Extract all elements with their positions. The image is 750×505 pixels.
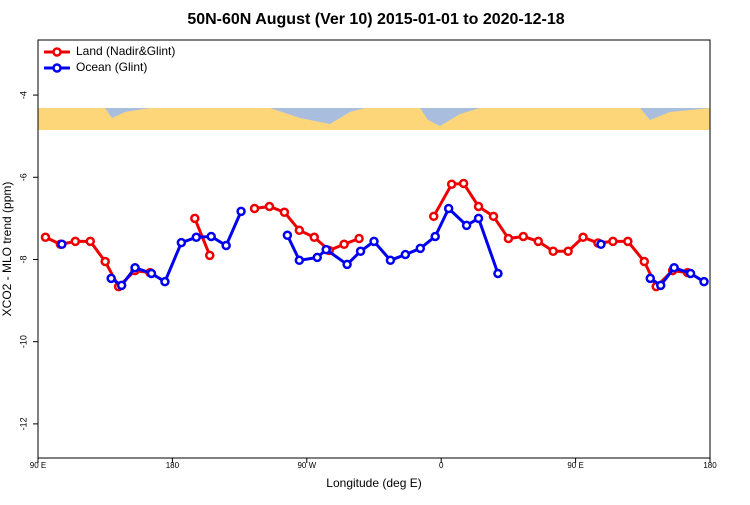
legend-label: Ocean (Glint) [76,60,147,74]
data-point [493,268,503,279]
data-point [204,250,215,261]
data-point [699,276,709,287]
data-point [130,262,140,273]
y-tick-label: -12 [18,417,28,430]
data-point [443,203,454,214]
data-point [533,236,544,247]
data-point [563,246,573,257]
data-point [548,246,558,257]
data-point [191,232,202,243]
data-point [458,178,469,189]
data-point [160,276,170,287]
x-tick-label: 90 W [297,461,316,470]
data-point [428,211,439,222]
data-point [309,232,320,243]
legend-label: Land (Nadir&Glint) [76,44,175,58]
data-point [645,273,656,284]
chart-title: 50N-60N August (Ver 10) 2015-01-01 to 20… [187,11,564,28]
data-point [321,244,331,255]
data-point [355,246,366,257]
data-point [100,256,110,267]
data-point [342,259,352,270]
data-point [312,252,323,263]
data-point [106,273,116,284]
y-tick-label: -4 [18,91,28,99]
data-point [415,243,426,254]
data-point [282,230,293,240]
data-point [221,240,231,251]
data-point [339,239,349,250]
legend-marker [52,63,62,73]
data-point [40,232,51,243]
data-point [578,232,588,243]
data-point [623,236,633,247]
data-point [294,255,305,266]
data-point [206,231,216,242]
data-point [190,213,200,224]
x-tick-label: 90 E [30,461,46,470]
data-point [236,206,246,217]
data-point [639,256,650,267]
data-point [116,280,127,291]
data-point [85,236,96,247]
data-point [473,201,484,212]
data-point [488,211,499,222]
y-tick-label: -10 [18,335,28,348]
map-strip [38,108,710,130]
data-point [518,231,529,242]
data-point [146,268,157,279]
data-point [400,249,411,260]
x-tick-label: 90 E [567,461,583,470]
data-point [176,237,187,248]
plot-frame [37,39,711,459]
data-point [685,268,696,279]
x-tick-label: 180 [166,461,180,470]
data-point [57,239,67,250]
data-point [503,233,514,244]
y-tick-label: -6 [18,173,28,181]
series-line [110,206,705,288]
data-point [608,236,618,247]
data-point [264,201,275,212]
data-point [354,233,364,244]
data-point [446,179,457,190]
data-point [461,220,472,231]
x-tick-label: 180 [703,461,717,470]
data-point [655,280,666,291]
data-point [279,207,290,217]
data-point [473,213,484,224]
data-point [294,225,305,236]
data-point [70,236,81,247]
data-point [669,262,679,273]
x-tick-label: 0 [439,461,444,470]
data-point [430,231,440,242]
data-point [369,236,379,247]
x-axis-label: Longitude (deg E) [326,476,421,490]
legend-marker [52,47,62,57]
data-point [596,239,606,250]
y-axis-label: XCO2 - MLO trend (ppm) [0,182,14,317]
data-point [385,255,396,266]
data-point [249,203,260,214]
y-tick-label: -8 [18,255,28,263]
